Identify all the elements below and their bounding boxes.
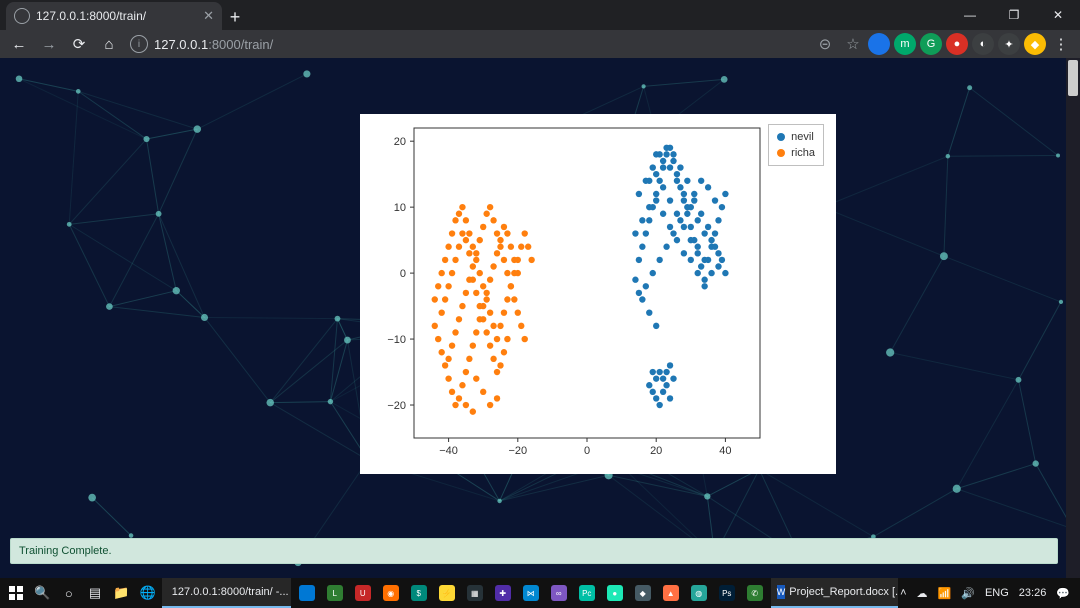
svg-text:−20: −20: [387, 400, 406, 412]
taskbar-window-word[interactable]: W Project_Report.docx [...: [771, 578, 898, 608]
taskbar-app-9[interactable]: ∞: [545, 579, 573, 607]
page-scrollbar[interactable]: [1066, 58, 1080, 578]
taskbar-app-3[interactable]: ◉: [377, 579, 405, 607]
taskbar-app-0[interactable]: [293, 579, 321, 607]
scrollbar-thumb[interactable]: [1068, 60, 1078, 96]
url-text: 127.0.0.1:8000/train/: [154, 37, 273, 52]
tab-title: 127.0.0.1:8000/train/: [36, 9, 146, 23]
svg-text:20: 20: [650, 445, 662, 457]
svg-text:20: 20: [394, 136, 406, 148]
tray-volume-icon[interactable]: 🔊: [961, 587, 975, 600]
scatter-chart: −40 −20 0 20 40 −20 −10 0 10 20 nevil richa: [360, 114, 836, 474]
word-icon: W: [777, 585, 786, 599]
taskbar-edge-button[interactable]: 🌐: [135, 579, 159, 607]
tray-notifications-icon[interactable]: 💬: [1056, 587, 1070, 600]
training-status-banner: Training Complete.: [10, 538, 1058, 564]
taskbar-app-14[interactable]: ◍: [685, 579, 713, 607]
taskbar-pinned-row: LU◉$⚡▦✚⋈∞Pc●◆▲◍Ps✆: [293, 579, 769, 607]
browser-tabstrip: 127.0.0.1:8000/train/ ✕ + — ❐ ✕: [0, 0, 1080, 30]
taskbar-app-6[interactable]: ▦: [461, 579, 489, 607]
windows-logo-icon: [9, 586, 23, 600]
tray-clock[interactable]: 23:26: [1019, 587, 1047, 599]
bookmark-star-icon[interactable]: ☆: [840, 31, 866, 57]
legend-item-richa: richa: [777, 145, 815, 161]
extension-badge-6[interactable]: ◆: [1024, 33, 1046, 55]
taskbar-browser-title: 127.0.0.1:8000/train/ -...: [172, 586, 289, 598]
extension-badge-3[interactable]: ●: [946, 33, 968, 55]
svg-text:40: 40: [719, 445, 731, 457]
tray-cloud-icon[interactable]: ☁: [917, 587, 928, 600]
svg-text:−40: −40: [439, 445, 458, 457]
extension-badge-1[interactable]: m: [894, 33, 916, 55]
extension-badge-2[interactable]: G: [920, 33, 942, 55]
taskbar-app-2[interactable]: U: [349, 579, 377, 607]
taskbar-app-8[interactable]: ⋈: [517, 579, 545, 607]
taskbar-app-15[interactable]: Ps: [713, 579, 741, 607]
chart-legend: nevil richa: [768, 124, 824, 166]
tray-language[interactable]: ENG: [985, 587, 1009, 599]
window-close-button[interactable]: ✕: [1036, 0, 1080, 30]
tab-favicon: [14, 8, 30, 24]
taskbar-app-7[interactable]: ✚: [489, 579, 517, 607]
browser-menu-button[interactable]: ⋮: [1048, 31, 1074, 57]
taskbar-taskview-button[interactable]: ▤: [83, 579, 107, 607]
window-maximize-button[interactable]: ❐: [992, 0, 1036, 30]
system-tray[interactable]: ˄ ☁ 📶 🔊 ENG 23:26 💬: [900, 587, 1076, 600]
taskbar-explorer-button[interactable]: 📁: [109, 579, 133, 607]
svg-text:0: 0: [584, 445, 590, 457]
legend-item-nevil: nevil: [777, 129, 815, 145]
extension-badge-5[interactable]: ✦: [998, 33, 1020, 55]
taskbar-app-16[interactable]: ✆: [741, 579, 769, 607]
nav-home-button[interactable]: ⌂: [96, 31, 122, 57]
taskbar-word-title: Project_Report.docx [...: [789, 586, 898, 598]
svg-text:10: 10: [394, 202, 406, 214]
status-text: Training Complete.: [19, 545, 112, 557]
browser-tab-active[interactable]: 127.0.0.1:8000/train/ ✕: [6, 2, 222, 30]
site-info-icon[interactable]: i: [130, 35, 148, 53]
zoom-icon[interactable]: ⊝: [812, 31, 838, 57]
tray-chevron-icon[interactable]: ˄: [900, 587, 906, 599]
browser-toolbar: ← → ⟳ ⌂ i 127.0.0.1:8000/train/ ⊝ ☆ mG●◐…: [0, 30, 1080, 58]
legend-marker-richa: [777, 149, 785, 157]
new-tab-button[interactable]: +: [222, 4, 248, 30]
taskbar-app-13[interactable]: ▲: [657, 579, 685, 607]
taskbar-app-11[interactable]: ●: [601, 579, 629, 607]
extension-badge-4[interactable]: ◐: [972, 33, 994, 55]
windows-taskbar: 🔍 ○ ▤ 📁 🌐 127.0.0.1:8000/train/ -... LU◉…: [0, 578, 1080, 608]
taskbar-cortana-button[interactable]: ○: [57, 579, 81, 607]
taskbar-search-button[interactable]: 🔍: [30, 579, 54, 607]
taskbar-app-4[interactable]: $: [405, 579, 433, 607]
taskbar-window-browser[interactable]: 127.0.0.1:8000/train/ -...: [162, 578, 291, 608]
tab-close-icon[interactable]: ✕: [203, 8, 214, 24]
svg-text:−10: −10: [387, 334, 406, 346]
page-viewport: −40 −20 0 20 40 −20 −10 0 10 20 nevil richa Train…: [0, 58, 1080, 578]
svg-text:0: 0: [400, 268, 406, 280]
start-button[interactable]: [4, 579, 28, 607]
address-bar[interactable]: i 127.0.0.1:8000/train/: [130, 35, 273, 53]
nav-back-button[interactable]: ←: [6, 31, 32, 57]
taskbar-app-5[interactable]: ⚡: [433, 579, 461, 607]
window-controls: — ❐ ✕: [948, 0, 1080, 30]
legend-marker-nevil: [777, 133, 785, 141]
extensions-row: mG●◐✦◆: [868, 33, 1046, 55]
extension-badge-0[interactable]: [868, 33, 890, 55]
toolbar-right: ⊝ ☆ mG●◐✦◆ ⋮: [812, 31, 1074, 57]
svg-text:−20: −20: [508, 445, 527, 457]
nav-reload-button[interactable]: ⟳: [66, 31, 92, 57]
taskbar-app-10[interactable]: Pc: [573, 579, 601, 607]
window-minimize-button[interactable]: —: [948, 0, 992, 30]
legend-label-nevil: nevil: [791, 129, 814, 145]
legend-label-richa: richa: [791, 145, 815, 161]
chart-svg: −40 −20 0 20 40 −20 −10 0 10 20: [360, 114, 836, 474]
taskbar-app-12[interactable]: ◆: [629, 579, 657, 607]
tray-wifi-icon[interactable]: 📶: [938, 587, 952, 600]
taskbar-app-1[interactable]: L: [321, 579, 349, 607]
nav-forward-button[interactable]: →: [36, 31, 62, 57]
